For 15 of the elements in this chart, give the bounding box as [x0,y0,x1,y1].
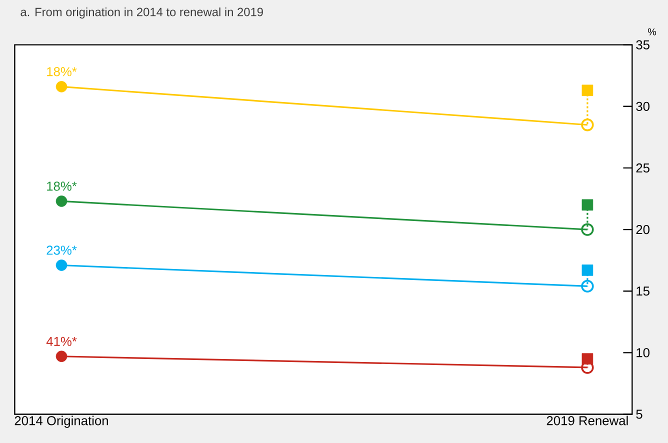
chart-title: a. From origination in 2014 to renewal in 2019 [20,7,263,19]
y-tick-label: 20 [636,224,650,234]
y-axis-title: % [648,28,656,36]
annotation: 41%* [46,336,77,346]
x-tick-label: 2014 Origination [14,416,108,428]
annotation: 18%* [47,182,77,191]
annotation: 18%* [47,66,77,76]
y-tick-label: 15 [636,286,650,296]
y-tick-label: 25 [636,163,650,172]
y-tick-label: 5 [636,410,642,419]
annotation: 23%* [46,246,77,255]
y-tick-label: 30 [636,102,650,111]
x-tick-label: 2019 Renewal [546,416,628,426]
y-tick-label: 35 [636,40,650,50]
y-tick-label: 10 [636,348,650,358]
